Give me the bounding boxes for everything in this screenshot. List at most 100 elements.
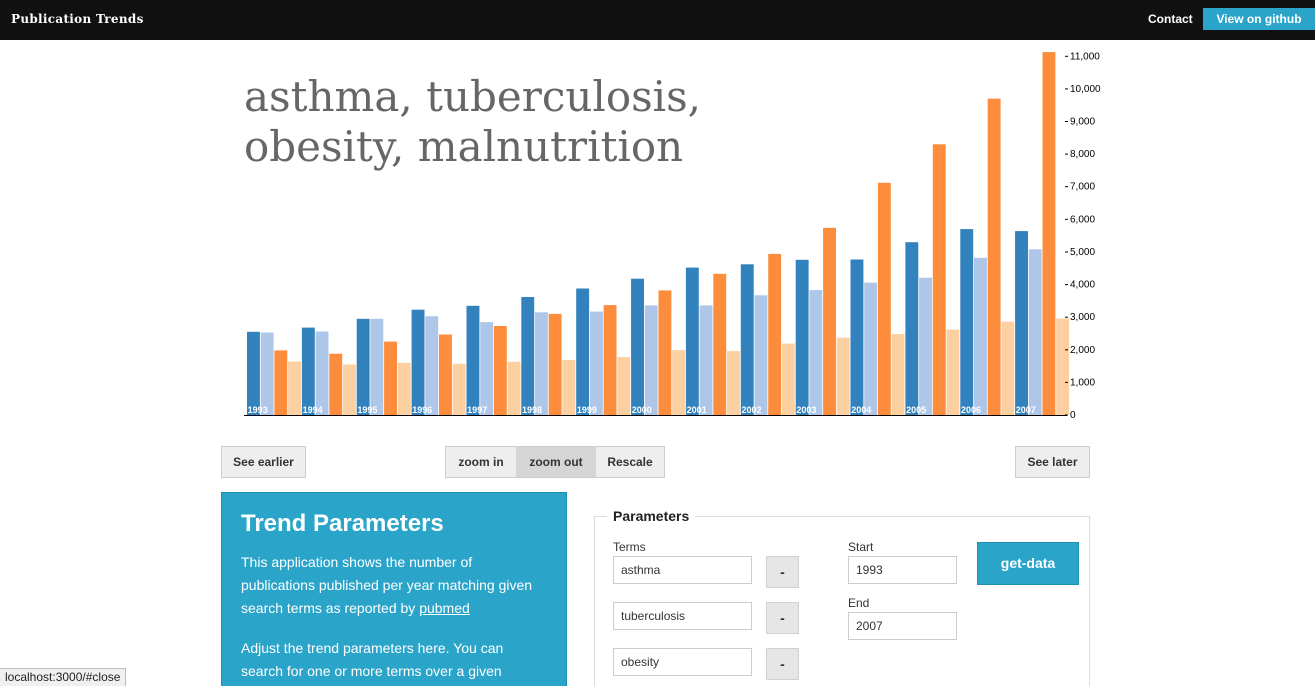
bar-malnutrition-1993[interactable] bbox=[288, 361, 301, 416]
bar-malnutrition-2003[interactable] bbox=[836, 337, 850, 415]
bar-asthma-2007[interactable] bbox=[1015, 231, 1028, 415]
get-data-button[interactable]: get-data bbox=[977, 542, 1079, 585]
y-tick-label: 7,000 bbox=[1070, 182, 1095, 193]
y-tick-label: 4,000 bbox=[1070, 280, 1095, 291]
bar-tuberculosis-1997[interactable] bbox=[480, 322, 494, 415]
bar-obesity-2004[interactable] bbox=[877, 182, 891, 415]
bar-asthma-1993[interactable] bbox=[247, 331, 260, 415]
bar-malnutrition-1999[interactable] bbox=[617, 357, 631, 415]
x-tick-label: 1995 bbox=[357, 405, 377, 415]
bar-obesity-2002[interactable] bbox=[768, 253, 782, 415]
zoom-button-group: zoom in zoom out Rescale bbox=[445, 446, 665, 478]
bar-tuberculosis-2001[interactable] bbox=[699, 305, 713, 415]
x-tick-label: 1994 bbox=[303, 405, 323, 415]
bar-obesity-2001[interactable] bbox=[713, 273, 727, 415]
bar-tuberculosis-2007[interactable] bbox=[1028, 249, 1042, 415]
bar-asthma-1997[interactable] bbox=[466, 305, 480, 415]
github-button[interactable]: View on github bbox=[1203, 8, 1315, 30]
bar-obesity-1997[interactable] bbox=[493, 326, 507, 415]
bar-obesity-1999[interactable] bbox=[603, 305, 617, 415]
x-tick-label: 2000 bbox=[632, 405, 652, 415]
bar-obesity-2006[interactable] bbox=[987, 98, 1001, 415]
bar-obesity-2005[interactable] bbox=[932, 144, 946, 416]
bar-tuberculosis-2002[interactable] bbox=[754, 295, 768, 415]
bar-asthma-1995[interactable] bbox=[356, 318, 370, 415]
bar-malnutrition-2007[interactable] bbox=[1056, 318, 1070, 416]
bar-tuberculosis-2003[interactable] bbox=[809, 290, 823, 415]
pubmed-link[interactable]: pubmed bbox=[419, 600, 470, 616]
bar-obesity-1994[interactable] bbox=[329, 353, 343, 415]
bar-asthma-1999[interactable] bbox=[576, 288, 590, 416]
bar-obesity-2000[interactable] bbox=[658, 290, 672, 415]
bar-malnutrition-2005[interactable] bbox=[946, 329, 960, 415]
bar-obesity-2007[interactable] bbox=[1042, 52, 1056, 415]
end-year-input[interactable]: 2007 bbox=[848, 612, 957, 640]
bar-malnutrition-2006[interactable] bbox=[1001, 321, 1015, 415]
bar-tuberculosis-1993[interactable] bbox=[260, 332, 274, 416]
bar-obesity-1993[interactable] bbox=[274, 350, 288, 415]
bar-malnutrition-1998[interactable] bbox=[562, 359, 576, 415]
remove-term-button[interactable]: - bbox=[766, 602, 799, 634]
bar-tuberculosis-1996[interactable] bbox=[425, 316, 439, 415]
bar-tuberculosis-1999[interactable] bbox=[589, 311, 603, 415]
bar-malnutrition-1995[interactable] bbox=[397, 362, 411, 415]
x-tick-label: 2002 bbox=[741, 405, 761, 415]
terms-label: Terms bbox=[613, 540, 646, 554]
bar-asthma-1994[interactable] bbox=[301, 327, 315, 415]
x-tick-label: 1996 bbox=[412, 405, 432, 415]
x-tick-label: 1999 bbox=[577, 405, 597, 415]
y-tick-label: 8,000 bbox=[1070, 149, 1095, 160]
bar-asthma-2005[interactable] bbox=[905, 242, 919, 415]
term-input-tuberculosis[interactable]: tuberculosis bbox=[613, 602, 752, 630]
bar-tuberculosis-1995[interactable] bbox=[370, 318, 384, 415]
rescale-button[interactable]: Rescale bbox=[596, 447, 664, 477]
remove-term-button[interactable]: - bbox=[766, 556, 799, 588]
x-tick-label: 2003 bbox=[796, 405, 816, 415]
bar-asthma-2004[interactable] bbox=[850, 259, 864, 416]
bar-tuberculosis-1998[interactable] bbox=[535, 312, 548, 415]
bar-tuberculosis-2000[interactable] bbox=[644, 305, 658, 415]
bar-malnutrition-2001[interactable] bbox=[727, 351, 740, 415]
remove-term-button[interactable]: - bbox=[766, 648, 799, 680]
bar-asthma-1998[interactable] bbox=[521, 297, 535, 415]
x-tick-label: 1998 bbox=[522, 405, 542, 415]
zoom-out-button[interactable]: zoom out bbox=[516, 447, 596, 477]
see-earlier-button[interactable]: See earlier bbox=[221, 446, 306, 478]
bar-malnutrition-1994[interactable] bbox=[343, 364, 356, 416]
x-tick-label: 2005 bbox=[906, 405, 926, 415]
bar-tuberculosis-2005[interactable] bbox=[919, 277, 932, 415]
zoom-in-button[interactable]: zoom in bbox=[446, 447, 516, 477]
brand-title[interactable]: Publication Trends bbox=[11, 12, 144, 26]
see-later-button[interactable]: See later bbox=[1015, 446, 1090, 478]
bar-obesity-2003[interactable] bbox=[823, 227, 836, 415]
bar-malnutrition-2000[interactable] bbox=[672, 350, 686, 415]
x-tick-label: 2004 bbox=[851, 405, 871, 415]
bar-asthma-1996[interactable] bbox=[411, 309, 425, 415]
trend-parameters-heading: Trend Parameters bbox=[241, 510, 444, 537]
start-year-input[interactable]: 1993 bbox=[848, 556, 957, 584]
bar-asthma-2000[interactable] bbox=[631, 278, 644, 415]
bar-asthma-2003[interactable] bbox=[795, 259, 809, 415]
bar-asthma-2001[interactable] bbox=[685, 267, 699, 415]
bar-obesity-1996[interactable] bbox=[439, 334, 452, 416]
bar-malnutrition-2002[interactable] bbox=[781, 343, 795, 415]
browser-status-url: localhost:3000/#close bbox=[0, 668, 127, 686]
bar-malnutrition-1996[interactable] bbox=[452, 363, 466, 415]
bar-obesity-1998[interactable] bbox=[548, 313, 562, 415]
bar-malnutrition-2004[interactable] bbox=[891, 334, 905, 415]
x-tick-label: 2007 bbox=[1016, 405, 1036, 415]
bar-obesity-1995[interactable] bbox=[384, 341, 397, 415]
contact-link[interactable]: Contact bbox=[1148, 12, 1193, 26]
bar-malnutrition-1997[interactable] bbox=[507, 361, 521, 415]
bar-tuberculosis-2004[interactable] bbox=[864, 282, 878, 415]
y-tick-label: 10,000 bbox=[1070, 84, 1101, 95]
bar-asthma-2002[interactable] bbox=[740, 264, 754, 415]
y-tick-label: 1,000 bbox=[1070, 377, 1095, 388]
bar-asthma-2006[interactable] bbox=[960, 229, 974, 415]
y-tick-label: 3,000 bbox=[1070, 312, 1095, 323]
term-input-obesity[interactable]: obesity bbox=[613, 648, 752, 676]
bar-tuberculosis-2006[interactable] bbox=[974, 257, 987, 415]
term-input-asthma[interactable]: asthma bbox=[613, 556, 752, 584]
bar-tuberculosis-1994[interactable] bbox=[315, 331, 329, 416]
trend-description-text: This application shows the number of pub… bbox=[241, 554, 533, 616]
